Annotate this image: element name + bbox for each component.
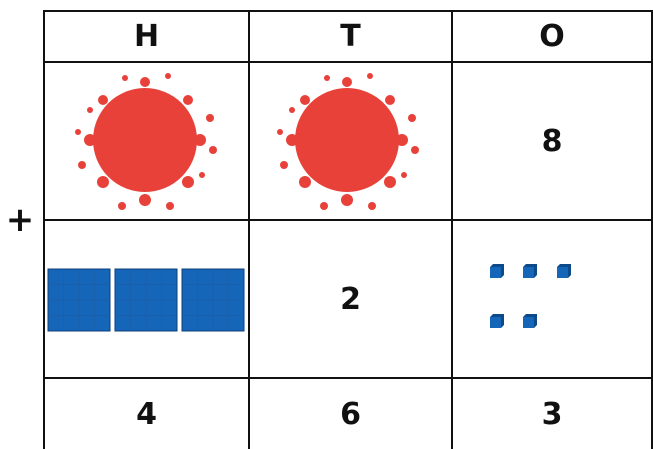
total-cell: 3	[541, 396, 563, 432]
rule	[43, 10, 45, 449]
hundred-flats	[47, 268, 245, 332]
header-cell: O	[539, 19, 565, 54]
cell-number: 2	[340, 281, 361, 317]
rule	[248, 10, 250, 449]
cell-number: 8	[541, 123, 563, 159]
splat-picture	[277, 73, 419, 210]
total-cell: 6	[340, 396, 361, 432]
rule	[43, 10, 653, 12]
rule	[43, 377, 653, 379]
rule	[43, 61, 653, 63]
splat-picture	[75, 73, 217, 210]
total-cell: 4	[136, 396, 157, 432]
unit-cubes	[490, 264, 571, 328]
rule	[451, 10, 453, 449]
header-cell: T	[340, 19, 361, 54]
plus-sign: +	[5, 200, 35, 240]
header-cell: H	[133, 19, 160, 54]
rule	[43, 219, 653, 221]
rule	[651, 10, 653, 449]
